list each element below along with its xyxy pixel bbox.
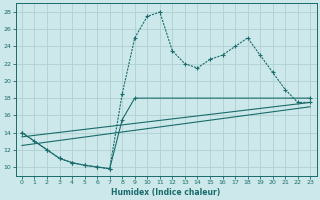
X-axis label: Humidex (Indice chaleur): Humidex (Indice chaleur) <box>111 188 221 197</box>
